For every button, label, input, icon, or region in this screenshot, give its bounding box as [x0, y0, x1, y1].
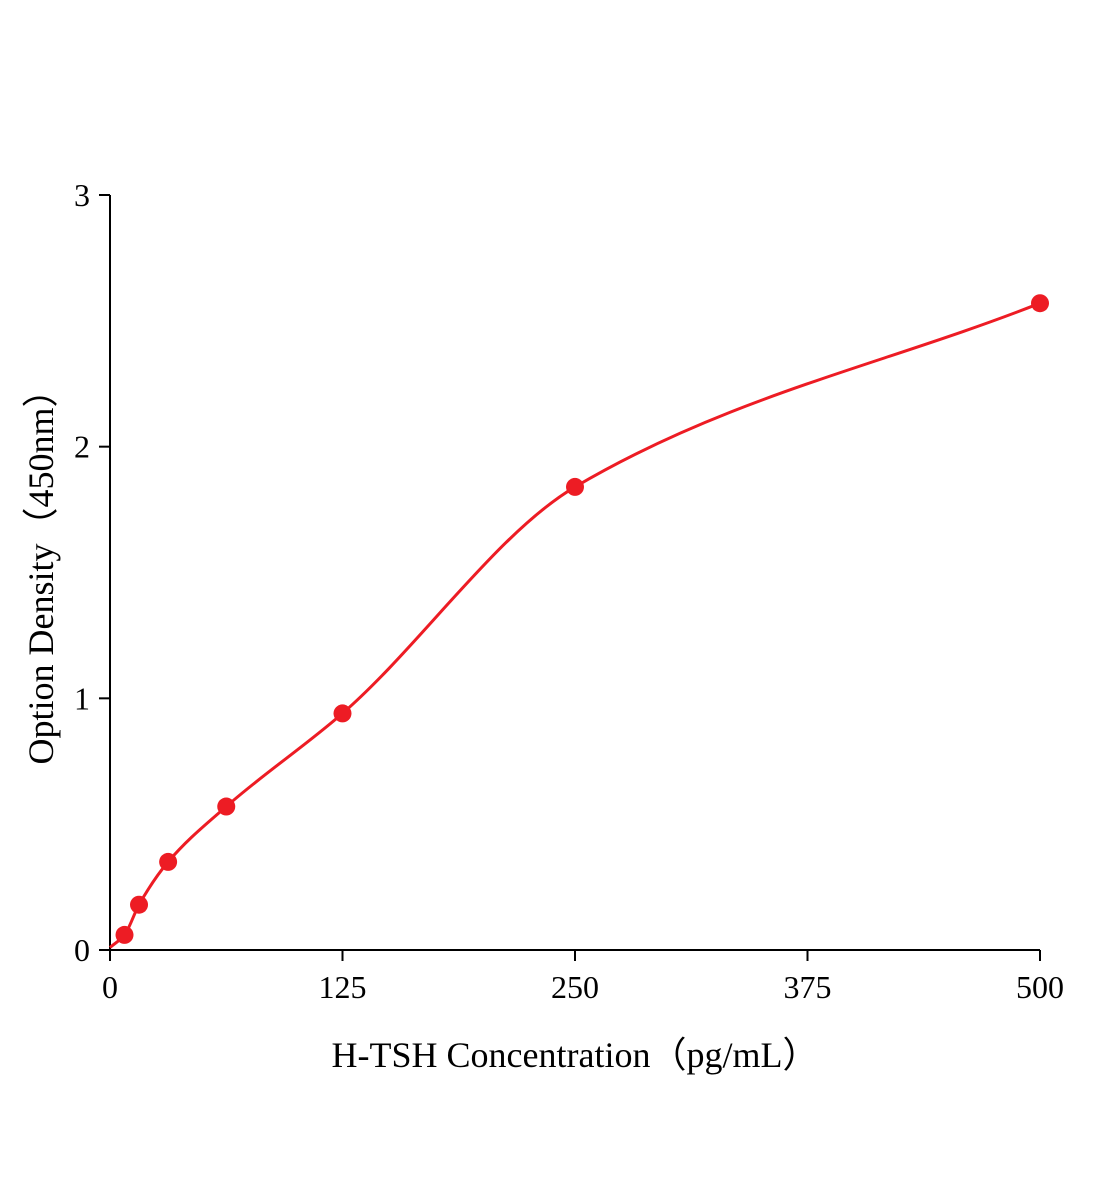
- fit-curve: [109, 301, 1041, 949]
- x-tick-label: 0: [102, 969, 118, 1005]
- x-axis-title: H-TSH Concentration（pg/mL）: [331, 1035, 819, 1075]
- y-tick-label: 3: [74, 177, 90, 213]
- x-tick-label: 500: [1016, 969, 1064, 1005]
- y-tick-label: 2: [74, 429, 90, 465]
- y-tick-label: 0: [74, 932, 90, 968]
- x-tick-label: 250: [551, 969, 599, 1005]
- data-point: [217, 797, 236, 816]
- y-axis-title: Option Density（450nm）: [21, 371, 61, 765]
- data-point: [566, 477, 584, 496]
- data-point: [159, 852, 178, 871]
- data-point: [115, 925, 134, 944]
- x-tick-label: 125: [319, 969, 367, 1005]
- x-tick-label: 375: [784, 969, 832, 1005]
- y-tick-label: 1: [74, 680, 90, 716]
- data-point: [333, 704, 352, 723]
- data-point: [1031, 294, 1049, 313]
- data-point: [130, 895, 149, 914]
